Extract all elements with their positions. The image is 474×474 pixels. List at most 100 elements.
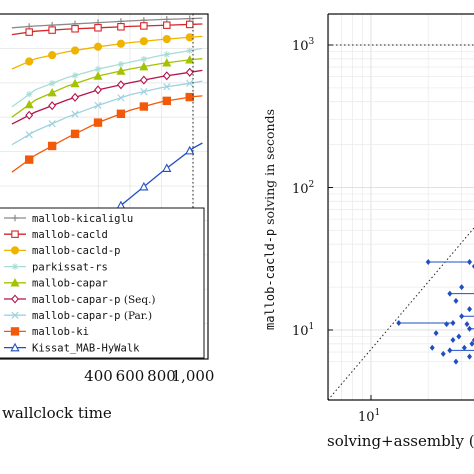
legend-swatch-marker — [11, 294, 19, 304]
series-marker-3 — [26, 91, 33, 98]
series-marker-2 — [162, 34, 171, 44]
scatter-interval-start — [447, 347, 453, 354]
series-marker-3 — [48, 80, 56, 87]
left-xtick-label: 600 — [116, 367, 145, 385]
right-ytick-1000: 103 — [292, 37, 315, 54]
scatter-interval-start — [447, 290, 453, 297]
series-marker-6 — [94, 101, 102, 109]
series-marker-8 — [162, 163, 172, 172]
series-marker-4 — [162, 58, 172, 67]
series-marker-6 — [25, 131, 33, 139]
left-xtick-label: 800 — [147, 367, 176, 385]
series-marker-3 — [71, 72, 79, 79]
series-marker-4 — [47, 87, 57, 97]
legend-item-label: mallob-cacld — [32, 229, 108, 241]
series-marker-6 — [186, 79, 194, 87]
left-xtick-label: 1,000 — [172, 367, 215, 385]
series-marker-6 — [71, 110, 79, 118]
legend-item-label: mallob-kicaliglu — [32, 213, 133, 225]
series-marker-5 — [162, 71, 171, 81]
series-marker-1 — [163, 21, 171, 29]
series-marker-4 — [24, 99, 34, 109]
series-line-6 — [11, 80, 203, 146]
scatter-interval-start — [471, 337, 474, 343]
legend-swatch-marker — [11, 263, 19, 270]
series-marker-5 — [94, 85, 102, 95]
series-marker-1 — [140, 22, 148, 30]
legend-swatch-marker — [10, 342, 20, 352]
scatter-point — [469, 340, 474, 347]
legend-item-label: mallob-capar-p (Seq.) — [32, 294, 156, 306]
scatter-point — [464, 321, 470, 328]
series-marker-1 — [48, 26, 56, 34]
legend-swatch-marker — [10, 327, 20, 336]
right-grid — [328, 14, 474, 400]
right-y-axis-label: mallob-cacld-p solving in seconds — [262, 109, 277, 330]
scatter-interval-start — [396, 319, 402, 326]
scatter-interval-start — [459, 313, 465, 320]
left-x-axis-label: wallclock time — [2, 404, 112, 422]
series-marker-7 — [162, 96, 171, 106]
legend-swatch-marker — [10, 278, 20, 287]
scatter-interval-stop — [467, 259, 473, 266]
scatter-point — [444, 321, 450, 328]
legend-item-label: parkissat-rs — [32, 261, 108, 273]
scatter-point — [461, 344, 467, 351]
series-marker-2 — [93, 42, 103, 51]
left-xtick-label: 400 — [84, 367, 113, 385]
series-marker-2 — [48, 50, 57, 60]
scatter-point — [467, 353, 473, 360]
series-marker-1 — [94, 24, 102, 32]
legend-swatch-marker — [10, 246, 20, 255]
series-marker-4 — [116, 66, 126, 75]
series-marker-1 — [71, 25, 79, 33]
series-marker-4 — [139, 61, 149, 71]
series-marker-4 — [70, 78, 80, 88]
series-marker-8 — [185, 145, 195, 155]
legend-box — [0, 207, 205, 359]
scatter-point — [459, 284, 465, 291]
series-marker-7 — [25, 155, 34, 164]
series-marker-6 — [117, 94, 125, 102]
series-marker-7 — [116, 109, 126, 118]
legend-item-label: mallob-capar — [32, 278, 108, 290]
right-ytick-100: 102 — [292, 180, 314, 197]
scatter-point — [467, 306, 473, 313]
legend-item-label: mallob-cacld-p — [32, 245, 121, 257]
series-marker-3 — [140, 55, 148, 63]
series-marker-2 — [70, 46, 80, 55]
series-marker-5 — [25, 110, 34, 120]
series-marker-5 — [71, 92, 79, 102]
series-marker-7 — [47, 141, 57, 151]
series-marker-3 — [186, 47, 193, 54]
series-marker-1 — [117, 23, 125, 31]
scatter-point — [471, 263, 474, 269]
scatter-point — [453, 358, 459, 365]
series-marker-5 — [185, 67, 194, 77]
series-marker-3 — [94, 65, 102, 73]
series-marker-4 — [185, 55, 195, 64]
series-marker-4 — [93, 71, 103, 80]
series-marker-6 — [163, 83, 171, 91]
legend: mallob-kicaliglu mallob-cacld mallob-cacld… — [4, 213, 156, 354]
series-marker-3 — [117, 60, 125, 68]
series-marker-7 — [70, 129, 80, 139]
series-marker-2 — [139, 37, 148, 46]
series-marker-3 — [163, 51, 170, 58]
series-marker-5 — [117, 80, 125, 90]
series-marker-8 — [139, 181, 149, 191]
legend-swatch-marker — [11, 311, 19, 319]
series-marker-7 — [185, 92, 194, 102]
series-marker-7 — [139, 102, 149, 111]
series-marker-2 — [116, 39, 126, 48]
scatter-interval-start — [425, 259, 431, 266]
series-line-0 — [11, 17, 203, 29]
right-xtick-10: 101 — [358, 408, 380, 425]
scatter-point — [450, 337, 456, 344]
legend-item-label: Kissat_MAB-HyWalk — [32, 342, 140, 354]
scatter-point — [440, 350, 446, 357]
series-marker-7 — [93, 118, 103, 127]
